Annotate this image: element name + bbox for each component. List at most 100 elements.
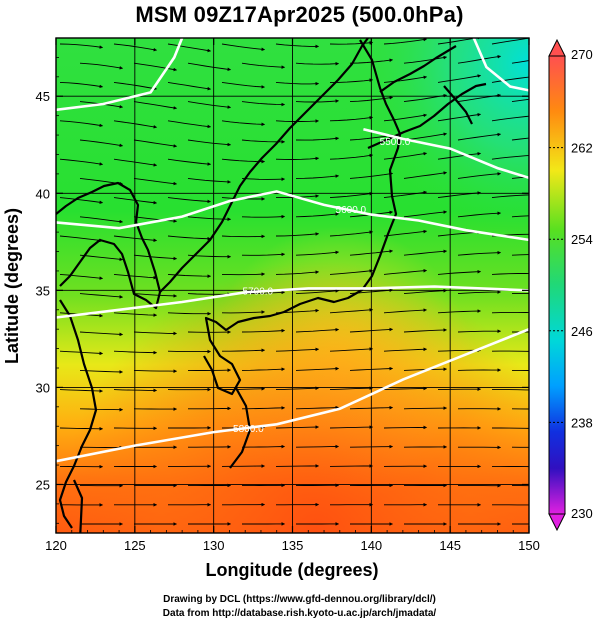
streamline <box>221 158 266 164</box>
streamline <box>511 176 529 179</box>
streamline <box>349 444 394 449</box>
colorbar-tick-label: 230 <box>571 506 593 521</box>
y-tick-label: 40 <box>36 186 50 201</box>
streamline <box>457 93 502 103</box>
streamline <box>133 62 178 72</box>
streamline <box>383 386 428 391</box>
x-tick-label: 135 <box>282 538 304 553</box>
streamline <box>437 112 482 122</box>
streamline <box>59 43 104 49</box>
streamline <box>59 120 104 128</box>
streamline <box>329 308 374 314</box>
streamline <box>187 101 232 109</box>
streamline <box>79 293 124 299</box>
credits-data-source: Data from http://database.rish.kyoto-u.a… <box>162 608 437 619</box>
streamline <box>437 74 482 83</box>
colorbar-tick-label: 254 <box>571 232 593 247</box>
streamline <box>241 367 286 372</box>
streamline <box>275 425 320 429</box>
streamline <box>329 425 374 429</box>
streamline <box>383 425 428 430</box>
streamline <box>167 81 212 91</box>
streamline <box>329 347 374 352</box>
streamline <box>403 93 448 103</box>
streamline <box>113 388 158 393</box>
streamline <box>275 464 320 468</box>
colorbar-top-triangle <box>548 38 566 57</box>
streamline <box>133 139 178 148</box>
streamline <box>275 232 320 237</box>
streamline <box>133 216 178 223</box>
x-tick-label: 150 <box>518 538 540 553</box>
streamline <box>511 292 529 295</box>
streamline <box>329 115 374 122</box>
grid-lines <box>56 38 529 533</box>
streamline <box>403 249 448 256</box>
streamline <box>79 62 124 70</box>
streamline <box>511 98 529 103</box>
streamline <box>295 174 340 179</box>
streamline <box>275 81 320 86</box>
colorbar: 270 262 254 246 238 230 <box>548 38 593 532</box>
x-tick-label: 140 <box>360 538 382 553</box>
streamline <box>403 171 448 179</box>
contour-line <box>56 38 184 112</box>
streamline <box>512 369 529 371</box>
streamline <box>275 156 320 161</box>
streamline <box>403 288 448 295</box>
y-tick-label: 45 <box>36 89 50 104</box>
streamline <box>383 113 428 122</box>
colorbar-bottom-triangle <box>548 513 566 532</box>
streamline <box>492 389 529 391</box>
streamline <box>221 310 266 314</box>
streamline <box>221 386 266 391</box>
streamline <box>457 54 502 64</box>
streamline <box>133 369 178 373</box>
streamline <box>133 254 178 261</box>
streamline <box>491 115 529 122</box>
y-tick-label: 35 <box>36 283 50 298</box>
streamline <box>113 81 158 91</box>
streamline <box>133 293 178 298</box>
streamline <box>403 132 448 141</box>
streamline <box>221 234 266 239</box>
streamline <box>349 95 394 103</box>
streamline <box>383 347 428 352</box>
streamline <box>491 194 529 199</box>
streamline <box>242 290 286 295</box>
streamline <box>295 444 340 449</box>
streamline <box>275 386 320 391</box>
x-tick-label: 125 <box>124 538 146 553</box>
streamline <box>511 60 529 64</box>
streamline <box>295 212 340 218</box>
streamline <box>349 405 394 410</box>
streamline <box>295 366 340 371</box>
contour-line <box>56 190 529 242</box>
colorbar-tick-label: 270 <box>571 47 593 62</box>
streamline <box>79 254 124 262</box>
contour-line <box>56 285 529 319</box>
streamline <box>295 327 340 333</box>
streamline <box>403 55 448 64</box>
streamline <box>329 386 374 391</box>
streamline <box>241 101 286 107</box>
streamline <box>295 136 340 141</box>
streamline <box>167 235 212 241</box>
streamline <box>437 151 482 160</box>
streamline <box>113 43 158 52</box>
y-tick-label: 30 <box>36 380 50 395</box>
streamline <box>187 139 232 147</box>
streamline <box>457 172 502 179</box>
streamline <box>491 155 529 160</box>
streamline <box>59 273 104 280</box>
x-tick-label: 145 <box>439 538 461 553</box>
streamline <box>383 268 428 275</box>
streamline <box>241 406 286 410</box>
credits: Drawing by DCL (https://www.gfd-dennou.o… <box>0 593 599 621</box>
streamline <box>329 153 374 160</box>
streamline <box>437 269 482 275</box>
colorbar-tick-label: 238 <box>571 415 593 430</box>
streamline <box>349 172 394 179</box>
contour-label: 5600.0 <box>336 205 367 216</box>
streamline <box>221 43 266 52</box>
